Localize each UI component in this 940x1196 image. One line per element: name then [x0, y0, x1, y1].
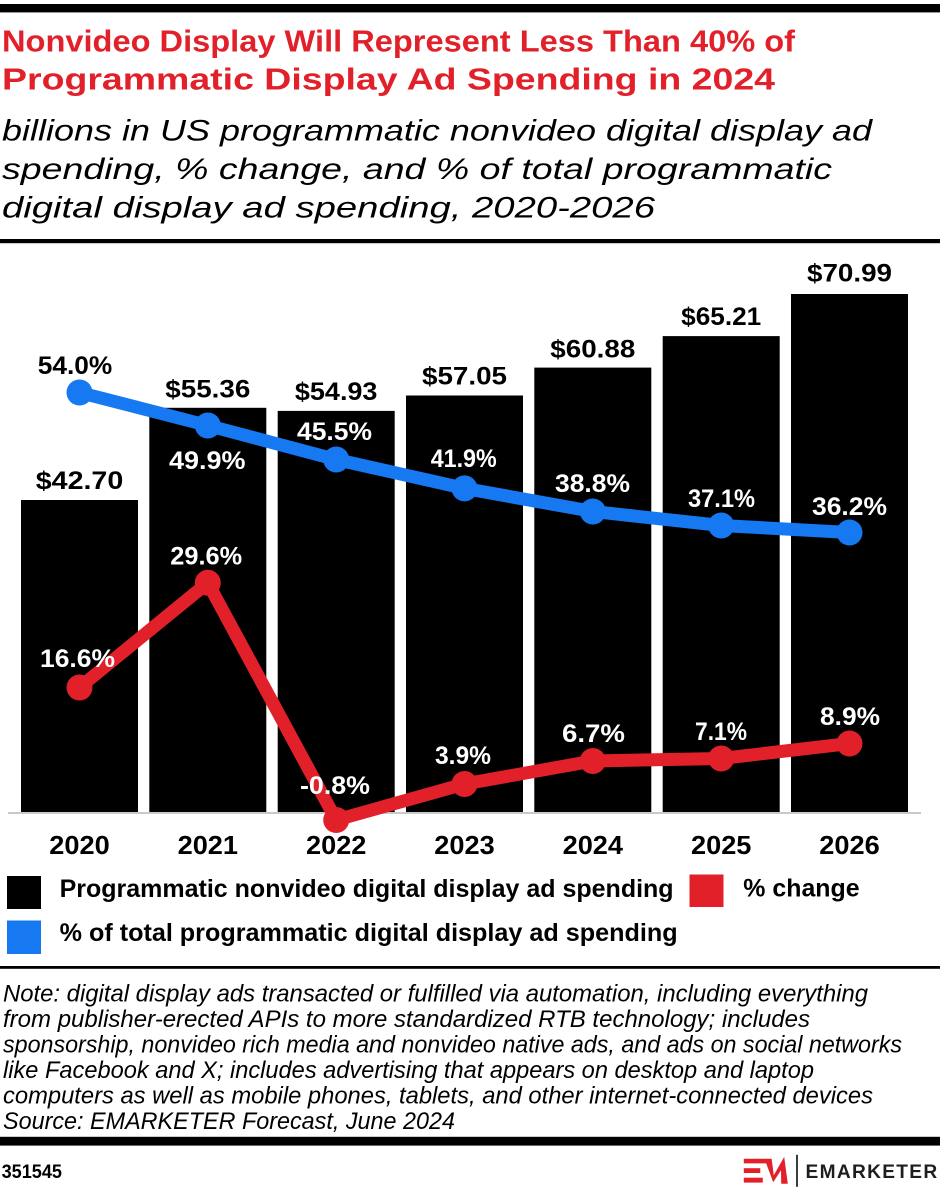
svg-text:2025: 2025: [691, 830, 751, 860]
svg-text:2026: 2026: [819, 830, 879, 860]
svg-text:% change: % change: [743, 875, 859, 903]
svg-text:49.9%: 49.9%: [169, 447, 246, 475]
svg-text:digital display ad spending, 2: digital display ad spending, 2020-2026: [2, 191, 655, 224]
svg-text:37.1%: 37.1%: [688, 485, 755, 513]
svg-text:$54.93: $54.93: [295, 378, 378, 406]
svg-text:Source: EMARKETER Forecast, Ju: Source: EMARKETER Forecast, June 2024: [3, 1108, 455, 1135]
svg-text:7.1%: 7.1%: [695, 718, 747, 746]
svg-text:% of total programmatic digita: % of total programmatic digital display …: [60, 919, 678, 947]
svg-text:from publisher-erected APIs to: from publisher-erected APIs to more stan…: [3, 1006, 810, 1033]
svg-text:sponsorship, nonvideo rich med: sponsorship, nonvideo rich media and non…: [3, 1032, 902, 1059]
svg-text:36.2%: 36.2%: [812, 493, 887, 521]
svg-text:2024: 2024: [563, 830, 624, 860]
svg-text:like Facebook and X; includes: like Facebook and X; includes advertisin…: [3, 1057, 814, 1084]
svg-text:8.9%: 8.9%: [820, 703, 880, 731]
svg-text:$65.21: $65.21: [681, 303, 761, 331]
svg-text:$55.36: $55.36: [165, 376, 250, 404]
svg-text:2023: 2023: [434, 830, 494, 860]
svg-text:Nonvideo Display Will Represen: Nonvideo Display Will Represent Less Tha…: [2, 24, 796, 59]
svg-text:16.6%: 16.6%: [40, 645, 115, 673]
svg-text:29.6%: 29.6%: [170, 543, 242, 571]
svg-text:Programmatic nonvideo digital: Programmatic nonvideo digital display ad…: [60, 875, 674, 903]
svg-text:billions in US programmatic no: billions in US programmatic nonvideo dig…: [2, 115, 874, 148]
svg-text:$60.88: $60.88: [550, 336, 635, 364]
svg-text:54.0%: 54.0%: [38, 352, 112, 380]
svg-text:-0.8%: -0.8%: [300, 772, 370, 800]
svg-text:351545: 351545: [2, 1162, 63, 1183]
svg-text:computers as well as mobile ph: computers as well as mobile phones, tabl…: [3, 1083, 873, 1110]
svg-text:45.5%: 45.5%: [297, 418, 372, 446]
svg-text:spending, % change, and % of t: spending, % change, and % of total progr…: [2, 153, 832, 186]
svg-text:$42.70: $42.70: [36, 467, 124, 495]
svg-text:6.7%: 6.7%: [562, 720, 625, 748]
svg-text:3.9%: 3.9%: [435, 742, 491, 770]
svg-text:$70.99: $70.99: [807, 260, 892, 288]
svg-text:38.8%: 38.8%: [555, 470, 630, 498]
svg-text:2022: 2022: [306, 830, 366, 860]
svg-text:$57.05: $57.05: [422, 363, 507, 391]
svg-text:41.9%: 41.9%: [431, 445, 497, 473]
svg-text:Note: digital display ads tran: Note: digital display ads transacted or …: [3, 981, 869, 1008]
svg-text:EMARKETER: EMARKETER: [806, 1162, 939, 1183]
svg-text:Programmatic Display Ad Spendi: Programmatic Display Ad Spending in 2024: [2, 62, 776, 97]
svg-text:2020: 2020: [49, 830, 109, 860]
svg-text:2021: 2021: [178, 830, 238, 860]
